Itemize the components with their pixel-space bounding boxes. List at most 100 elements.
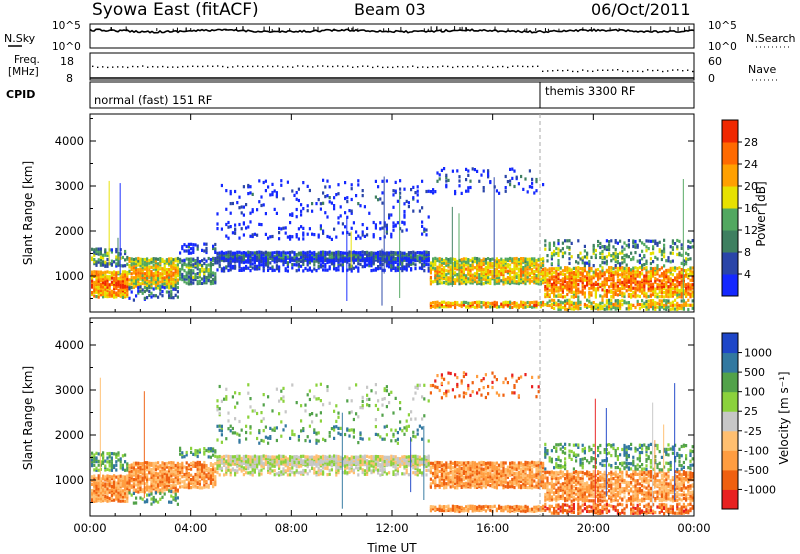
scatter-cell: [691, 290, 694, 294]
scatter-cell: [163, 469, 166, 473]
scatter-cell: [163, 482, 166, 486]
scatter-cell: [427, 269, 430, 273]
scatter-cell: [172, 283, 175, 288]
scatter-cell: [113, 479, 116, 483]
scatter-cell: [495, 266, 498, 270]
scatter-cell: [308, 250, 311, 254]
scatter-cell: [297, 268, 300, 272]
scatter-cell: [447, 279, 450, 283]
scatter-cell: [597, 275, 600, 279]
scatter-cell: [665, 294, 668, 298]
colorbar-segment: [722, 252, 738, 275]
scatter-cell: [108, 451, 111, 456]
scatter-cell: [654, 241, 657, 246]
scatter-cell: [264, 252, 267, 257]
scatter-cell: [128, 485, 131, 490]
scatter-cell: [91, 475, 94, 479]
scatter-cell: [209, 468, 212, 472]
scatter-cell: [141, 467, 144, 471]
scatter-cell: [201, 486, 204, 490]
scatter-cell: [117, 293, 120, 297]
scatter-cell: [498, 279, 501, 283]
scatter-cell: [203, 275, 206, 280]
scatter-cell: [616, 293, 619, 297]
scatter-cell: [412, 196, 415, 200]
scatter-cell: [106, 452, 109, 456]
scatter-cell: [187, 267, 190, 272]
scatter-cell: [93, 253, 96, 257]
date-label: 06/Oct/2011: [591, 0, 691, 19]
scatter-cell: [165, 475, 168, 479]
scatter-cell: [434, 256, 437, 260]
scatter-cell: [253, 258, 256, 262]
scatter-cell: [652, 245, 655, 249]
scatter-cell: [528, 265, 531, 269]
scatter-cell: [689, 245, 692, 249]
scatter-cell: [469, 185, 472, 190]
scatter-cell: [181, 451, 184, 455]
scatter-cell: [322, 253, 325, 257]
scatter-cell: [322, 254, 325, 259]
scatter-cell: [436, 300, 439, 304]
scatter-cell: [93, 474, 96, 478]
scatter-cell: [676, 245, 679, 249]
scatter-cell: [260, 256, 263, 260]
scatter-streak: [383, 176, 385, 274]
scatter-cell: [577, 298, 580, 302]
scatter-cell: [132, 477, 135, 482]
scatter-cell: [174, 286, 177, 290]
scatter-cell: [207, 275, 210, 279]
scatter-cell: [616, 275, 619, 279]
scatter-cell: [575, 260, 578, 264]
scatter-cell: [264, 189, 267, 193]
scatter-cell: [341, 231, 344, 235]
scatter-cell: [621, 249, 624, 253]
scatter-cell: [304, 253, 307, 257]
scatter-cell: [203, 471, 206, 475]
scatter-cell: [269, 193, 272, 197]
scatter-cell: [678, 305, 681, 310]
scatter-cell: [691, 266, 694, 270]
scatter-cell: [262, 269, 265, 273]
scatter-cell: [128, 481, 131, 485]
scatter-cell: [385, 229, 388, 233]
scatter-cell: [216, 467, 219, 471]
scatter-cell: [537, 274, 540, 278]
scatter-cell: [522, 270, 525, 275]
scatter-cell: [214, 277, 217, 281]
scatter-streak: [493, 177, 495, 278]
scatter-cell: [590, 306, 593, 311]
scatter-cell: [674, 292, 677, 296]
scatter-cell: [333, 259, 336, 263]
scatter-cell: [663, 284, 666, 288]
scatter-cell: [121, 264, 124, 268]
scatter-cell: [652, 288, 655, 293]
scatter-cell: [429, 261, 432, 265]
scatter-cell: [511, 275, 514, 279]
scatter-cell: [106, 499, 109, 503]
scatter-cell: [385, 264, 388, 268]
scatter-cell: [192, 250, 195, 254]
scatter-cell: [203, 468, 206, 472]
scatter-cell: [645, 249, 648, 253]
scatter-cell: [181, 485, 184, 489]
scatter-cell: [172, 273, 175, 277]
scatter-cell: [480, 282, 483, 286]
scatter-cell: [495, 278, 498, 282]
scatter-cell: [99, 286, 102, 291]
scatter-cell: [137, 478, 140, 482]
scatter-cell: [410, 251, 413, 255]
scatter-cell: [621, 245, 624, 249]
scatter-cell: [196, 475, 199, 479]
scatter-cell: [152, 277, 155, 282]
scatter-cell: [608, 285, 611, 289]
scatter-cell: [271, 257, 274, 261]
nave-dot: [682, 70, 684, 72]
scatter-cell: [526, 262, 529, 266]
scatter-cell: [680, 287, 683, 291]
scatter-cell: [680, 303, 683, 307]
scatter-cell: [691, 283, 694, 287]
scatter-cell: [121, 291, 124, 295]
colorbar-tick-label: 28: [744, 136, 758, 149]
